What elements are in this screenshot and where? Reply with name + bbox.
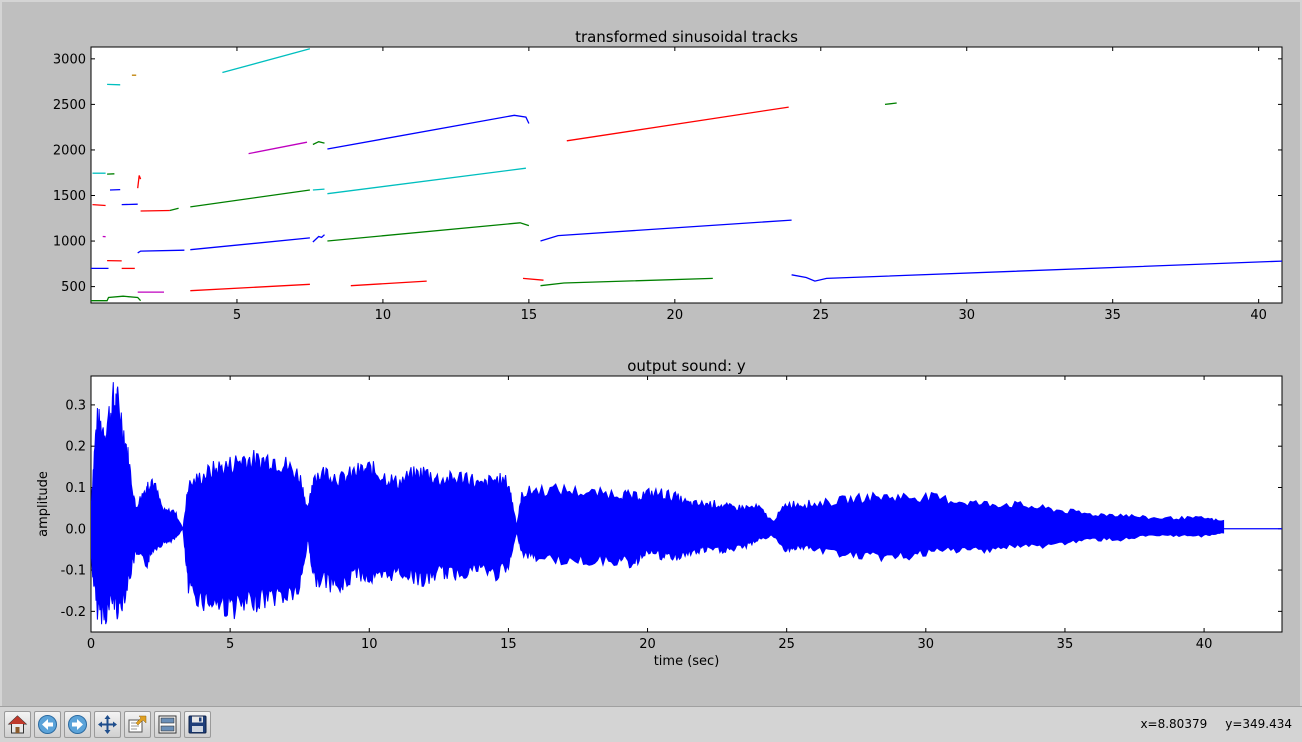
- zoom-button[interactable]: [124, 711, 151, 738]
- tracks-ytick-label: 3000: [53, 52, 86, 67]
- home-icon: [7, 714, 28, 735]
- navigation-toolbar: x=8.80379 y=349.434: [0, 706, 1302, 742]
- sound-xtick-label: 20: [639, 637, 656, 652]
- save-button[interactable]: [184, 711, 211, 738]
- figure-canvas[interactable]: transformed sinusoidal tracks 5 10 15 20 25 3…: [2, 2, 1300, 706]
- sound-xtick-label: 40: [1196, 637, 1213, 652]
- track-line: [93, 205, 106, 206]
- arrow-right-icon: [67, 714, 88, 735]
- track-line: [141, 211, 170, 212]
- tracks-ytick-label: 1500: [53, 189, 86, 204]
- sound-xlabel: time (sec): [654, 654, 720, 669]
- sound-xtick-label: 5: [226, 637, 234, 652]
- back-button[interactable]: [34, 711, 61, 738]
- home-button[interactable]: [4, 711, 31, 738]
- tracks-xtick-label: 20: [667, 308, 684, 323]
- sound-ytick-label: 0.3: [65, 398, 86, 413]
- sound-axes: output sound: y time (sec) amplitude 0 5 1…: [36, 357, 1282, 669]
- sound-ytick-label: -0.2: [61, 605, 86, 620]
- coordinate-readout: x=8.80379 y=349.434: [1122, 717, 1292, 731]
- sound-xtick-label: 25: [778, 637, 795, 652]
- arrow-left-icon: [37, 714, 58, 735]
- save-icon: [187, 714, 208, 735]
- readout-x: x=8.80379: [1140, 717, 1207, 731]
- tracks-ytick-label: 1000: [53, 235, 86, 250]
- move-icon: [97, 714, 118, 735]
- tracks-xtick-label: 15: [521, 308, 538, 323]
- tracks-plot-area: [91, 47, 1282, 303]
- tracks-ytick-label: 500: [61, 280, 86, 295]
- tracks-ytick-label: 2000: [53, 143, 86, 158]
- sound-ytick-label: 0.0: [65, 522, 86, 537]
- pan-button[interactable]: [94, 711, 121, 738]
- sound-title: output sound: y: [627, 357, 746, 375]
- sound-ytick-label: 0.2: [65, 440, 86, 455]
- figure-svg: transformed sinusoidal tracks 5 10 15 20 25 3…: [2, 2, 1300, 706]
- tracks-ytick-label: 2500: [53, 98, 86, 113]
- tracks-title: transformed sinusoidal tracks: [575, 28, 798, 46]
- sound-xtick-label: 35: [1057, 637, 1074, 652]
- tracks-xtick-label: 5: [233, 308, 241, 323]
- tracks-xtick-label: 25: [813, 308, 830, 323]
- forward-button[interactable]: [64, 711, 91, 738]
- tracks-xtick-label: 40: [1250, 308, 1267, 323]
- readout-y: y=349.434: [1225, 717, 1292, 731]
- subplots-icon: [157, 714, 178, 735]
- track-line: [313, 189, 325, 190]
- subplots-button[interactable]: [154, 711, 181, 738]
- zoom-rect-icon: [127, 714, 148, 735]
- sound-ylabel: amplitude: [36, 471, 51, 537]
- tracks-xtick-label: 35: [1104, 308, 1121, 323]
- tracks-axes: transformed sinusoidal tracks 5 10 15 20 25 3…: [53, 28, 1282, 323]
- tracks-xtick-label: 10: [375, 308, 392, 323]
- sound-xtick-label: 0: [87, 637, 95, 652]
- sound-ytick-label: 0.1: [65, 481, 86, 496]
- sound-ytick-label: -0.1: [61, 564, 86, 579]
- sound-xtick-label: 30: [918, 637, 935, 652]
- sound-xtick-label: 15: [500, 637, 517, 652]
- tracks-xtick-label: 30: [958, 308, 975, 323]
- sound-xtick-label: 10: [361, 637, 378, 652]
